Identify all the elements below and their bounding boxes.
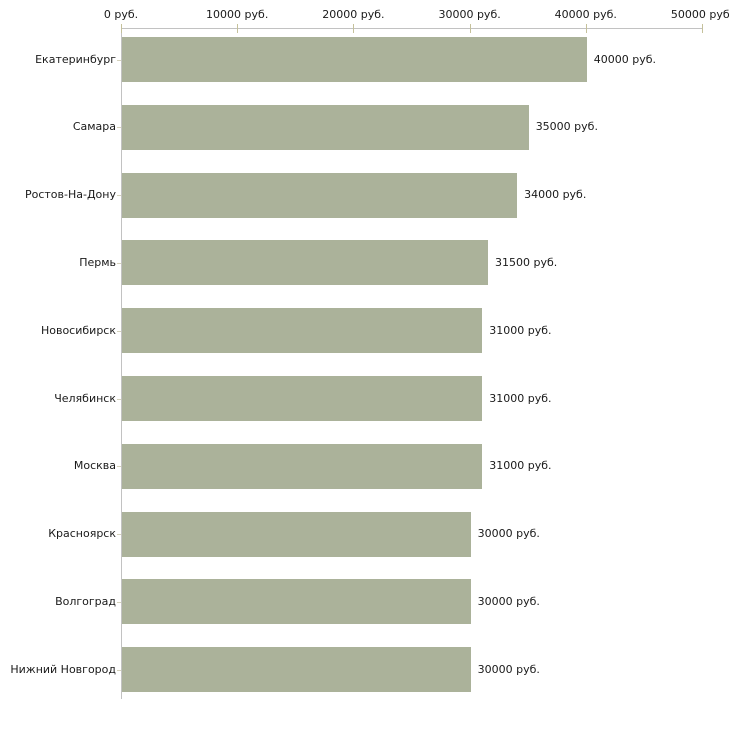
x-axis-tick [469, 24, 471, 33]
bar [122, 443, 483, 489]
bar [122, 240, 489, 286]
x-axis-tick [585, 24, 587, 33]
bar [122, 579, 471, 625]
value-label: 30000 руб. [477, 527, 540, 541]
x-axis-tick-label: 40000 руб. [554, 8, 617, 21]
category-label: Пермь [79, 255, 116, 269]
bar [122, 376, 483, 421]
category-label: Волгоград [55, 594, 116, 608]
x-axis-tick [702, 24, 703, 33]
value-label: 31000 руб. [489, 323, 552, 337]
bar [122, 104, 529, 150]
category-label: Челябинск [54, 391, 116, 405]
category-tick [117, 60, 121, 61]
category-tick [117, 195, 121, 196]
category-tick [117, 670, 121, 671]
category-label: Нижний Новгород [10, 662, 116, 676]
category-label: Ростов-На-Дону [24, 188, 116, 202]
category-tick [117, 399, 121, 400]
category-tick [117, 331, 121, 332]
value-label: 30000 руб. [477, 594, 540, 608]
category-label: Москва [73, 459, 116, 473]
category-tick [117, 263, 121, 264]
bar [122, 172, 518, 218]
bar [122, 308, 483, 354]
x-axis-tick-label: 20000 руб. [322, 8, 385, 21]
value-label: 31000 руб. [489, 391, 552, 405]
x-axis-tick-label: 50000 руб. [670, 8, 730, 21]
x-axis-tick [121, 24, 122, 33]
value-label: 31500 руб. [495, 255, 558, 269]
bar [122, 511, 471, 557]
x-axis-tick-label: 0 руб. [103, 8, 139, 21]
value-label: 40000 руб. [593, 52, 657, 66]
value-label: 30000 руб. [477, 662, 540, 676]
x-axis-tick [353, 24, 355, 33]
category-tick [117, 127, 121, 128]
category-label: Новосибирск [40, 323, 116, 337]
value-label: 31000 руб. [489, 459, 552, 473]
category-tick [117, 602, 121, 603]
y-axis-line [121, 28, 122, 699]
x-axis-tick-label: 10000 руб. [206, 8, 269, 21]
category-tick [117, 534, 121, 535]
category-tick [117, 466, 121, 467]
value-label: 34000 руб. [524, 188, 587, 202]
category-label: Красноярск [48, 527, 116, 541]
x-axis-tick [237, 24, 239, 33]
value-label: 35000 руб. [535, 120, 598, 134]
x-axis-line [121, 28, 702, 29]
category-label: Екатеринбург [35, 52, 116, 66]
bar [122, 37, 587, 82]
category-label: Самара [72, 120, 116, 134]
bar [122, 647, 471, 693]
x-axis-tick-label: 30000 руб. [438, 8, 501, 21]
